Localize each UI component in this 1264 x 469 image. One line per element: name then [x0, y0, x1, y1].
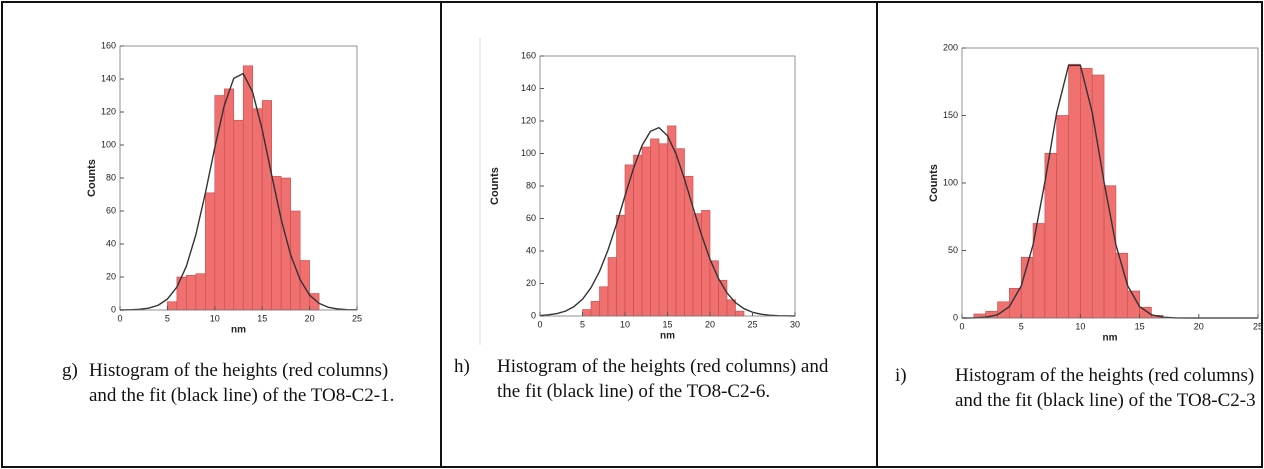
x-tick-label: 15	[1135, 321, 1145, 331]
x-tick-label: 20	[705, 319, 715, 329]
caption-text: Histogram of the heights (red columns) a…	[955, 365, 1256, 411]
bar	[641, 146, 651, 317]
x-tick-label: 0	[959, 321, 964, 331]
bar	[1091, 74, 1105, 319]
x-tick-label: 30	[790, 319, 800, 329]
x-tick-label: 25	[1253, 321, 1263, 331]
caption-label: g)	[62, 360, 78, 381]
bar	[1056, 115, 1069, 319]
y-tick-label: 40	[106, 238, 116, 248]
bar	[233, 119, 244, 311]
bar	[205, 192, 216, 311]
x-tick-label: 20	[1194, 321, 1204, 331]
caption-label: h)	[454, 356, 470, 377]
x-tick-label: 15	[257, 313, 267, 323]
y-axis-label: Counts	[928, 164, 940, 202]
y-tick-label: 120	[521, 115, 536, 125]
bar	[684, 175, 694, 317]
x-tick-label: 20	[305, 313, 315, 323]
y-tick-label: 120	[101, 106, 116, 116]
bar	[242, 65, 254, 311]
caption-text: Histogram of the heights (red columns) a…	[89, 360, 395, 406]
bar	[701, 210, 711, 317]
x-tick-label: 10	[1075, 321, 1085, 331]
bar	[616, 214, 626, 317]
bar	[195, 273, 206, 311]
y-tick-label: 140	[101, 73, 116, 83]
bar	[624, 164, 634, 317]
bar	[1044, 153, 1058, 319]
y-tick-label: 50	[948, 245, 958, 255]
bar	[590, 301, 600, 317]
x-axis-label: nm	[660, 331, 675, 342]
y-tick-label: 80	[106, 172, 116, 182]
x-tick-label: 15	[662, 319, 672, 329]
y-tick-label: 0	[953, 312, 958, 322]
y-tick-label: 100	[101, 139, 116, 149]
y-tick-label: 0	[111, 304, 116, 314]
fit-line	[119, 72, 358, 311]
bar	[1139, 306, 1152, 319]
y-tick-label: 20	[106, 271, 116, 281]
bar	[280, 177, 291, 311]
y-tick-label: 40	[526, 245, 536, 255]
y-tick-label: 200	[943, 42, 958, 52]
x-tick-label: 5	[165, 313, 170, 323]
bar	[607, 257, 617, 317]
x-axis-label: nm	[1103, 333, 1118, 344]
bar	[658, 143, 668, 317]
y-tick-label: 60	[526, 213, 536, 223]
x-tick-label: 0	[117, 313, 122, 323]
y-tick-label: 100	[943, 177, 958, 187]
caption-label: i)	[895, 365, 907, 386]
y-tick-label: 100	[521, 148, 536, 158]
x-tick-label: 0	[537, 319, 542, 329]
bar	[176, 276, 187, 311]
bar	[1103, 185, 1117, 319]
y-tick-label: 160	[101, 40, 116, 50]
bar	[667, 125, 677, 317]
bar	[167, 301, 178, 311]
x-tick-label: 10	[210, 313, 220, 323]
y-tick-label: 160	[521, 50, 536, 60]
bar	[186, 275, 197, 311]
y-tick-label: 140	[521, 83, 536, 93]
bar	[599, 286, 609, 317]
bar	[261, 100, 272, 311]
bar	[582, 309, 592, 317]
x-tick-label: 25	[747, 319, 757, 329]
bar	[223, 88, 235, 311]
caption-text: Histogram of the heights (red columns) a…	[497, 356, 829, 402]
bar	[252, 108, 263, 311]
x-tick-label: 5	[580, 319, 585, 329]
y-tick-label: 150	[943, 110, 958, 120]
y-axis-label: Counts	[86, 159, 98, 197]
y-tick-label: 20	[526, 278, 536, 288]
x-axis-label: nm	[231, 325, 246, 336]
x-tick-label: 25	[352, 313, 362, 323]
bar	[633, 154, 643, 317]
bar	[1068, 63, 1081, 319]
y-tick-label: 60	[106, 205, 116, 215]
x-tick-label: 5	[1019, 321, 1024, 331]
x-tick-label: 10	[620, 319, 630, 329]
bar	[735, 310, 745, 317]
y-axis-label: Counts	[489, 167, 501, 205]
y-tick-label: 80	[526, 180, 536, 190]
bar	[299, 260, 310, 311]
bar	[650, 138, 660, 317]
y-tick-label: 0	[531, 310, 536, 320]
